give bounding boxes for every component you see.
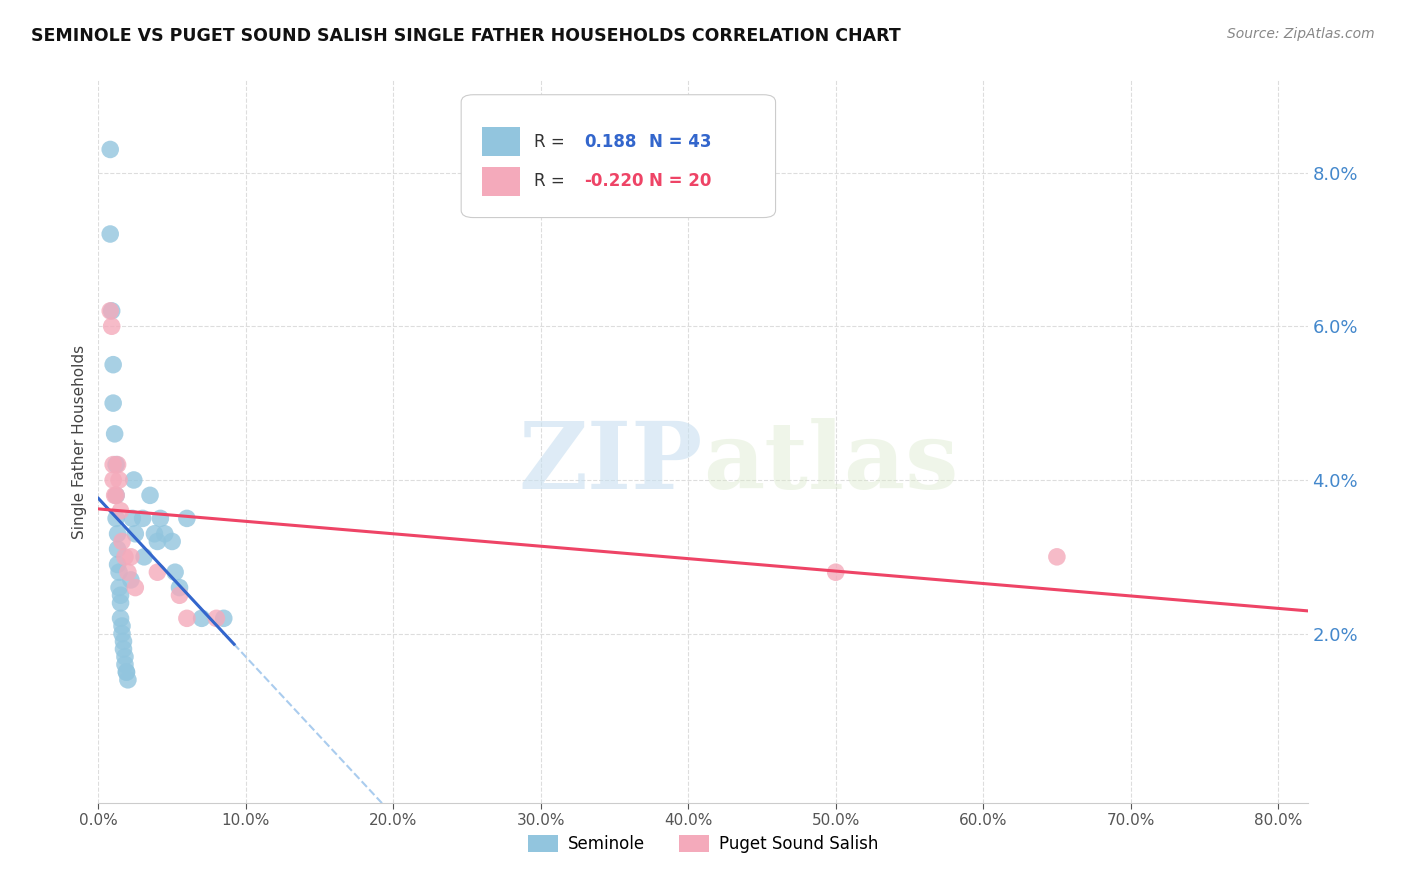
Point bbox=[110, 504, 132, 518]
Point bbox=[121, 511, 143, 525]
Point bbox=[112, 634, 135, 648]
Point bbox=[110, 596, 132, 610]
Point bbox=[190, 611, 212, 625]
Point bbox=[105, 488, 128, 502]
FancyBboxPatch shape bbox=[482, 167, 520, 196]
Point bbox=[111, 534, 134, 549]
Point bbox=[107, 542, 129, 557]
Point bbox=[105, 511, 128, 525]
Point bbox=[101, 358, 124, 372]
Point bbox=[824, 565, 846, 579]
Point bbox=[165, 565, 187, 579]
Point bbox=[114, 549, 136, 564]
Point bbox=[169, 588, 191, 602]
Point bbox=[101, 396, 124, 410]
Point bbox=[146, 565, 169, 579]
Point bbox=[169, 581, 191, 595]
Point bbox=[153, 526, 176, 541]
Point bbox=[108, 581, 131, 595]
Point bbox=[112, 642, 135, 657]
Point bbox=[108, 565, 131, 579]
Text: N = 20: N = 20 bbox=[648, 172, 711, 190]
Point bbox=[98, 227, 121, 241]
Point bbox=[160, 534, 183, 549]
Point bbox=[107, 558, 129, 572]
Point bbox=[110, 611, 132, 625]
Point bbox=[110, 588, 132, 602]
Point bbox=[111, 626, 134, 640]
Point bbox=[146, 534, 169, 549]
Point bbox=[139, 488, 162, 502]
Point bbox=[1046, 549, 1069, 564]
Point bbox=[114, 657, 136, 672]
Point bbox=[122, 473, 145, 487]
Point bbox=[98, 304, 121, 318]
Text: -0.220: -0.220 bbox=[585, 172, 644, 190]
Legend: Seminole, Puget Sound Salish: Seminole, Puget Sound Salish bbox=[522, 828, 884, 860]
Point bbox=[114, 649, 136, 664]
Point bbox=[105, 458, 128, 472]
Point bbox=[176, 611, 198, 625]
Point bbox=[107, 526, 129, 541]
Point bbox=[149, 511, 172, 525]
Point bbox=[120, 573, 142, 587]
Point bbox=[117, 565, 139, 579]
Point bbox=[115, 665, 138, 680]
Point bbox=[212, 611, 235, 625]
Text: SEMINOLE VS PUGET SOUND SALISH SINGLE FATHER HOUSEHOLDS CORRELATION CHART: SEMINOLE VS PUGET SOUND SALISH SINGLE FA… bbox=[31, 27, 901, 45]
Text: R =: R = bbox=[534, 133, 569, 151]
Point bbox=[105, 488, 128, 502]
Y-axis label: Single Father Households: Single Father Households bbox=[72, 344, 87, 539]
Point bbox=[143, 526, 166, 541]
Point bbox=[115, 665, 138, 680]
FancyBboxPatch shape bbox=[482, 128, 520, 156]
Point bbox=[104, 488, 127, 502]
Point bbox=[134, 549, 156, 564]
Text: N = 43: N = 43 bbox=[648, 133, 711, 151]
Point bbox=[100, 304, 122, 318]
Point bbox=[100, 319, 122, 334]
Text: Source: ZipAtlas.com: Source: ZipAtlas.com bbox=[1227, 27, 1375, 41]
Point bbox=[120, 549, 142, 564]
Point bbox=[124, 526, 146, 541]
Text: R =: R = bbox=[534, 172, 569, 190]
Point bbox=[101, 473, 124, 487]
Point bbox=[205, 611, 228, 625]
Point bbox=[98, 143, 121, 157]
Point bbox=[107, 458, 129, 472]
Point bbox=[108, 473, 131, 487]
Text: ZIP: ZIP bbox=[519, 418, 703, 508]
FancyBboxPatch shape bbox=[461, 95, 776, 218]
Point bbox=[104, 426, 127, 441]
Text: 0.188: 0.188 bbox=[585, 133, 637, 151]
Point bbox=[124, 581, 146, 595]
Point bbox=[117, 673, 139, 687]
Point bbox=[131, 511, 153, 525]
Point bbox=[176, 511, 198, 525]
Text: atlas: atlas bbox=[703, 418, 959, 508]
Point bbox=[111, 619, 134, 633]
Point bbox=[101, 458, 124, 472]
